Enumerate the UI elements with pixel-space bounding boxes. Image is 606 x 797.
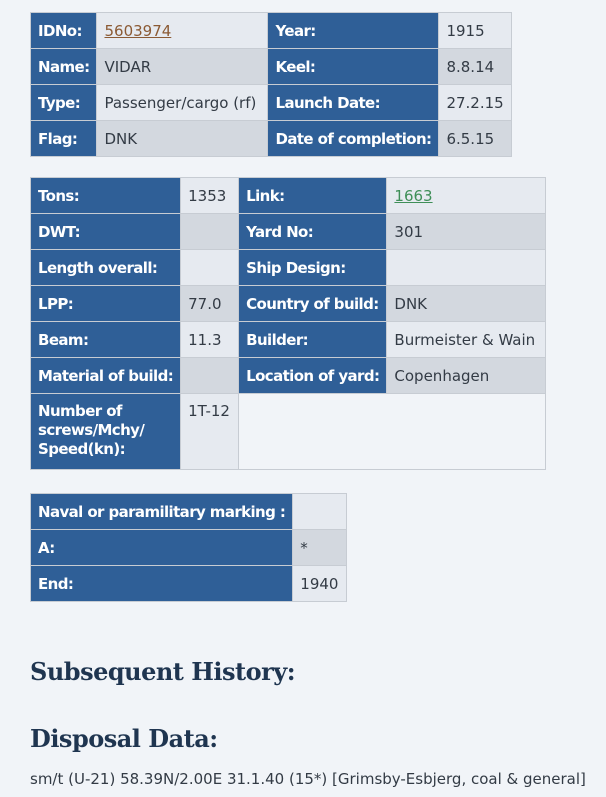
beam-label: Beam: <box>29 321 182 358</box>
location-value: Copenhagen <box>386 357 547 394</box>
end-label: End: <box>29 565 294 602</box>
screws-value: 1T-12 <box>180 393 240 470</box>
completion-label: Date of completion: <box>267 120 440 157</box>
lpp-value: 77.0 <box>180 285 240 322</box>
yard-no-label: Yard No: <box>238 213 388 250</box>
table-row: Flag: DNK Date of completion: 6.5.15 <box>29 120 512 157</box>
table-row: DWT: Yard No: 301 <box>29 213 547 250</box>
completion-value: 6.5.15 <box>438 120 512 157</box>
tons-value: 1353 <box>180 177 240 214</box>
location-label: Location of yard: <box>238 357 388 394</box>
empty-cell <box>238 393 547 470</box>
idno-label: IDNo: <box>29 12 98 49</box>
disposal-text: sm/t (U-21) 58.39N/2.00E 31.1.40 (15*) [… <box>30 770 586 788</box>
ship-design-label: Ship Design: <box>238 249 388 286</box>
dwt-value <box>180 213 240 250</box>
disposal-data-heading: Disposal Data: <box>30 724 218 753</box>
beam-value: 11.3 <box>180 321 240 358</box>
end-value: 1940 <box>292 565 348 602</box>
screws-label: Number of screws/Mchy/ Speed(kn): <box>29 393 182 470</box>
lpp-label: LPP: <box>29 285 182 322</box>
table-row: End: 1940 <box>29 565 348 602</box>
launch-date-label: Launch Date: <box>267 84 440 121</box>
table-row: Naval or paramilitary marking : <box>29 493 348 530</box>
marking-label: Naval or paramilitary marking : <box>29 493 294 530</box>
name-value: VIDAR <box>96 48 269 85</box>
dwt-label: DWT: <box>29 213 182 250</box>
year-label: Year: <box>267 12 440 49</box>
name-label: Name: <box>29 48 98 85</box>
general-info-table: IDNo: 5603974 Year: 1915 Name: VIDAR Kee… <box>29 12 512 157</box>
table-row: Length overall: Ship Design: <box>29 249 547 286</box>
table-row: Tons: 1353 Link: 1663 <box>29 177 547 214</box>
naval-marking-table: Naval or paramilitary marking : A: * End… <box>29 493 348 602</box>
material-value <box>180 357 240 394</box>
a-value: * <box>292 529 348 566</box>
flag-value: DNK <box>96 120 269 157</box>
launch-date-value: 27.2.15 <box>438 84 512 121</box>
link-anchor[interactable]: 1663 <box>394 186 433 205</box>
country-value: DNK <box>386 285 547 322</box>
length-value <box>180 249 240 286</box>
country-label: Country of build: <box>238 285 388 322</box>
a-label: A: <box>29 529 294 566</box>
link-value[interactable]: 1663 <box>386 177 547 214</box>
length-label: Length overall: <box>29 249 182 286</box>
subsequent-history-heading: Subsequent History: <box>30 657 296 686</box>
table-row: Beam: 11.3 Builder: Burmeister & Wain <box>29 321 547 358</box>
table-row: LPP: 77.0 Country of build: DNK <box>29 285 547 322</box>
table-row: Name: VIDAR Keel: 8.8.14 <box>29 48 512 85</box>
year-value: 1915 <box>438 12 512 49</box>
table-row: Material of build: Location of yard: Cop… <box>29 357 547 394</box>
keel-value: 8.8.14 <box>438 48 512 85</box>
marking-value <box>292 493 348 530</box>
keel-label: Keel: <box>267 48 440 85</box>
idno-link[interactable]: 5603974 <box>104 21 172 40</box>
link-label: Link: <box>238 177 388 214</box>
table-row: Type: Passenger/cargo (rf) Launch Date: … <box>29 84 512 121</box>
specs-table: Tons: 1353 Link: 1663 DWT: Yard No: 301 … <box>29 177 547 470</box>
type-label: Type: <box>29 84 98 121</box>
table-row: IDNo: 5603974 Year: 1915 <box>29 12 512 49</box>
table-row: A: * <box>29 529 348 566</box>
yard-no-value: 301 <box>386 213 547 250</box>
builder-value: Burmeister & Wain <box>386 321 547 358</box>
flag-label: Flag: <box>29 120 98 157</box>
builder-label: Builder: <box>238 321 388 358</box>
tons-label: Tons: <box>29 177 182 214</box>
table-row: Number of screws/Mchy/ Speed(kn): 1T-12 <box>29 393 547 470</box>
material-label: Material of build: <box>29 357 182 394</box>
type-value: Passenger/cargo (rf) <box>96 84 269 121</box>
idno-value[interactable]: 5603974 <box>96 12 269 49</box>
ship-design-value <box>386 249 547 286</box>
